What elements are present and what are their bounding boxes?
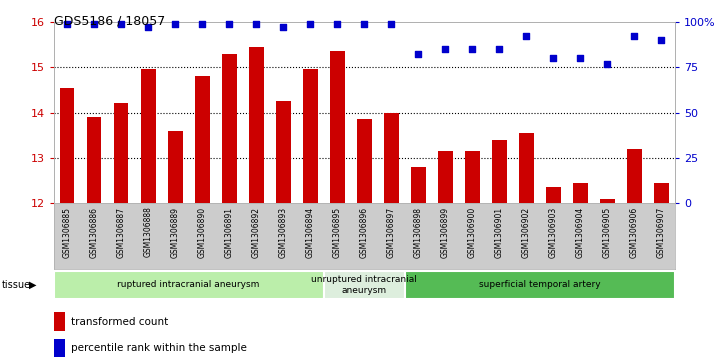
Text: GSM1306900: GSM1306900: [468, 207, 477, 258]
Point: [466, 46, 478, 52]
FancyBboxPatch shape: [323, 271, 405, 299]
Point: [89, 21, 100, 26]
Text: GSM1306890: GSM1306890: [198, 207, 206, 258]
Bar: [195, 76, 209, 203]
Text: unruptured intracranial
aneurysm: unruptured intracranial aneurysm: [311, 275, 417, 295]
Text: GSM1306885: GSM1306885: [63, 207, 71, 257]
Point: [493, 46, 505, 52]
Bar: [383, 113, 398, 203]
Point: [439, 46, 451, 52]
Point: [251, 21, 262, 26]
Bar: [60, 87, 74, 203]
Text: GSM1306893: GSM1306893: [278, 207, 288, 258]
Bar: [627, 149, 642, 203]
Bar: [519, 133, 533, 203]
Point: [358, 21, 370, 26]
Point: [386, 21, 397, 26]
Bar: [545, 187, 560, 203]
Text: GSM1306887: GSM1306887: [116, 207, 126, 257]
Point: [278, 24, 289, 30]
Text: GSM1306888: GSM1306888: [144, 207, 153, 257]
Bar: [276, 101, 291, 203]
Bar: [221, 53, 236, 203]
Point: [169, 21, 181, 26]
Text: GSM1306901: GSM1306901: [495, 207, 503, 258]
Text: GSM1306886: GSM1306886: [89, 207, 99, 257]
Text: tissue: tissue: [1, 280, 31, 290]
Bar: [438, 151, 453, 203]
Text: superficial temporal artery: superficial temporal artery: [479, 281, 600, 289]
Point: [196, 21, 208, 26]
Text: percentile rank within the sample: percentile rank within the sample: [71, 343, 247, 353]
Bar: [86, 117, 101, 203]
Text: ruptured intracranial aneurysm: ruptured intracranial aneurysm: [117, 281, 260, 289]
FancyBboxPatch shape: [54, 271, 323, 299]
Bar: [411, 167, 426, 203]
Bar: [303, 69, 318, 203]
Point: [521, 33, 532, 39]
Bar: [492, 140, 507, 203]
Point: [413, 52, 424, 57]
FancyBboxPatch shape: [405, 271, 675, 299]
Point: [304, 21, 316, 26]
Text: GSM1306897: GSM1306897: [387, 207, 396, 258]
Text: GSM1306898: GSM1306898: [413, 207, 423, 257]
Bar: [141, 69, 156, 203]
Text: GSM1306905: GSM1306905: [603, 207, 612, 258]
Text: GSM1306892: GSM1306892: [251, 207, 261, 257]
Bar: [465, 151, 480, 203]
Text: GSM1306899: GSM1306899: [441, 207, 450, 258]
Bar: [114, 102, 129, 203]
Point: [223, 21, 235, 26]
Bar: [168, 131, 183, 203]
Point: [628, 33, 640, 39]
Text: GDS5186 / 18057: GDS5186 / 18057: [54, 15, 165, 28]
Text: GSM1306904: GSM1306904: [575, 207, 585, 258]
Bar: [600, 199, 615, 203]
Point: [655, 37, 667, 43]
Text: GSM1306902: GSM1306902: [522, 207, 531, 258]
Point: [116, 21, 127, 26]
Text: transformed count: transformed count: [71, 317, 169, 327]
Text: GSM1306896: GSM1306896: [360, 207, 368, 258]
Bar: [248, 47, 263, 203]
Point: [61, 21, 73, 26]
Point: [548, 55, 559, 61]
Bar: [54, 313, 65, 331]
Text: GSM1306906: GSM1306906: [630, 207, 639, 258]
Bar: [573, 183, 588, 203]
Point: [331, 21, 343, 26]
Point: [142, 24, 154, 30]
Bar: [654, 183, 668, 203]
Text: GSM1306907: GSM1306907: [657, 207, 665, 258]
Bar: [54, 339, 65, 357]
Text: GSM1306895: GSM1306895: [333, 207, 341, 258]
Text: ▶: ▶: [29, 280, 36, 290]
Text: GSM1306891: GSM1306891: [225, 207, 233, 257]
Point: [575, 55, 586, 61]
Text: GSM1306889: GSM1306889: [171, 207, 180, 257]
Text: GSM1306903: GSM1306903: [548, 207, 558, 258]
Bar: [330, 51, 345, 203]
Text: GSM1306894: GSM1306894: [306, 207, 315, 258]
Bar: [357, 119, 371, 203]
Point: [601, 61, 613, 66]
